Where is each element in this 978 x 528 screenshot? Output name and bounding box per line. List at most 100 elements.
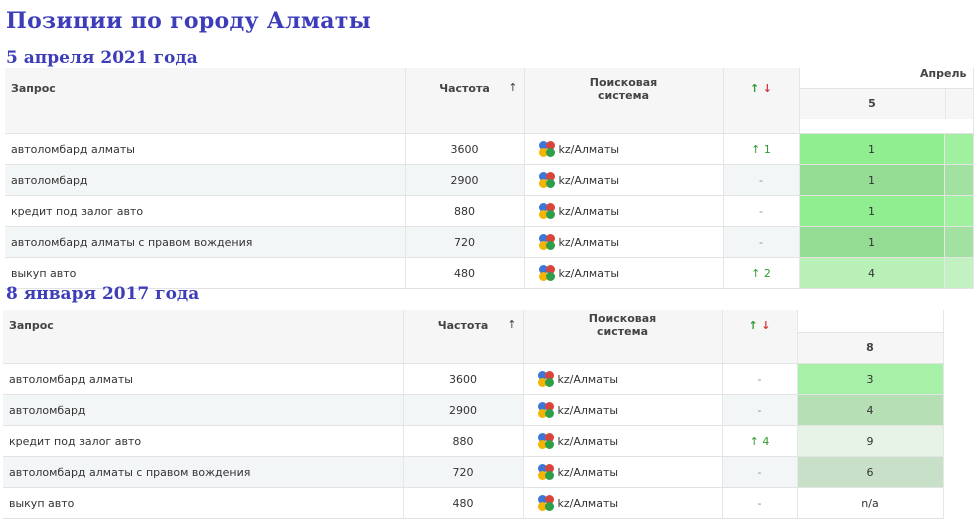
query-cell: автоломбард алматы bbox=[5, 133, 406, 165]
engine-cell: kz/Алматы bbox=[523, 487, 723, 519]
engine-label: kz/Алматы bbox=[558, 142, 620, 156]
table-row: кредит под залог авто 880 kz/Алматы -1 bbox=[5, 195, 974, 227]
engine-label: kz/Алматы bbox=[557, 465, 619, 479]
day-label[interactable]: 5 bbox=[799, 89, 946, 119]
column-header-change[interactable]: ↑ ↓ bbox=[722, 310, 798, 364]
position-cell-next bbox=[944, 226, 974, 258]
table-row: автоломбард 2900 kz/Алматы -4 bbox=[3, 394, 944, 426]
column-header-date: 8 bbox=[797, 310, 944, 364]
column-header-query[interactable]: Запрос bbox=[5, 68, 406, 134]
position-cell: 1 bbox=[799, 195, 945, 227]
column-header-date: Апрель 5 bbox=[799, 68, 974, 134]
query-cell: выкуп авто bbox=[5, 257, 406, 289]
query-cell: кредит под залог авто bbox=[3, 425, 404, 457]
frequency-cell: 880 bbox=[403, 425, 524, 457]
position-cell: n/a bbox=[797, 487, 944, 519]
engine-cell: kz/Алматы bbox=[524, 257, 724, 289]
change-cell: - bbox=[722, 394, 798, 426]
change-cell: - bbox=[723, 195, 800, 227]
sort-arrow-icon[interactable]: ↑ bbox=[508, 81, 518, 94]
table-row: автоломбард алматы с правом вождения 720 k… bbox=[5, 226, 974, 258]
change-cell: - bbox=[722, 363, 798, 395]
query-cell: автоломбард bbox=[5, 164, 406, 196]
frequency-cell: 3600 bbox=[403, 363, 524, 395]
engine-label: kz/Алматы bbox=[558, 173, 620, 187]
arrow-up-icon: ↑ bbox=[750, 82, 760, 95]
change-cell: ↑ 2 bbox=[723, 257, 800, 289]
change-cell: - bbox=[723, 226, 800, 258]
google-icon bbox=[538, 172, 555, 188]
google-icon bbox=[537, 433, 554, 449]
engine-cell: kz/Алматы bbox=[524, 133, 724, 165]
google-icon bbox=[538, 234, 555, 250]
google-icon bbox=[538, 141, 555, 157]
position-cell-next bbox=[944, 164, 974, 196]
section-date-2017: 8 января 2017 года bbox=[6, 284, 200, 304]
frequency-cell: 480 bbox=[405, 257, 525, 289]
google-icon bbox=[537, 495, 554, 511]
engine-cell: kz/Алматы bbox=[523, 394, 723, 426]
position-cell-next bbox=[944, 257, 974, 289]
position-cell: 4 bbox=[797, 394, 944, 426]
engine-label: kz/Алматы bbox=[558, 235, 620, 249]
frequency-cell: 2900 bbox=[405, 164, 525, 196]
google-icon bbox=[538, 203, 555, 219]
column-header-frequency[interactable]: Частота ↑ bbox=[403, 310, 524, 364]
sort-arrow-icon[interactable]: ↑ bbox=[507, 318, 517, 331]
position-cell: 1 bbox=[799, 226, 945, 258]
query-cell: автоломбард алматы с правом вождения bbox=[5, 226, 406, 258]
change-cell: - bbox=[723, 164, 800, 196]
engine-label: kz/Алматы bbox=[558, 204, 620, 218]
frequency-cell: 2900 bbox=[403, 394, 524, 426]
query-cell: автоломбард bbox=[3, 394, 404, 426]
position-cell: 1 bbox=[799, 164, 945, 196]
position-cell: 6 bbox=[797, 456, 944, 488]
engine-cell: kz/Алматы bbox=[524, 195, 724, 227]
table-row: автоломбард 2900 kz/Алматы -1 bbox=[5, 164, 974, 196]
positions-table-2021: Запрос Частота ↑ Поисковая система ↑ ↓ А… bbox=[5, 68, 974, 289]
column-header-change[interactable]: ↑ ↓ bbox=[723, 68, 800, 134]
position-cell: 3 bbox=[797, 363, 944, 395]
engine-cell: kz/Алматы bbox=[523, 363, 723, 395]
engine-cell: kz/Алматы bbox=[523, 425, 723, 457]
google-icon bbox=[537, 464, 554, 480]
engine-cell: kz/Алматы bbox=[523, 456, 723, 488]
change-cell: ↑ 1 bbox=[723, 133, 800, 165]
query-cell: автоломбард алматы bbox=[3, 363, 404, 395]
column-header-engine: Поисковая система bbox=[523, 310, 723, 364]
column-header-engine: Поисковая система bbox=[524, 68, 724, 134]
query-cell: выкуп авто bbox=[3, 487, 404, 519]
engine-label: kz/Алматы bbox=[557, 434, 619, 448]
position-cell-next bbox=[944, 195, 974, 227]
google-icon bbox=[537, 371, 554, 387]
google-icon bbox=[538, 265, 555, 281]
position-cell: 1 bbox=[799, 133, 945, 165]
engine-label: kz/Алматы bbox=[557, 372, 619, 386]
change-cell: - bbox=[722, 487, 798, 519]
query-cell: кредит под залог авто bbox=[5, 195, 406, 227]
arrow-up-icon: ↑ bbox=[748, 319, 758, 332]
change-cell: ↑ 4 bbox=[722, 425, 798, 457]
page-title: Позиции по городу Алматы bbox=[6, 8, 372, 34]
section-date-2021: 5 апреля 2021 года bbox=[6, 48, 198, 68]
query-cell: автоломбард алматы с правом вождения bbox=[3, 456, 404, 488]
google-icon bbox=[537, 402, 554, 418]
arrow-down-icon: ↓ bbox=[762, 82, 772, 95]
frequency-cell: 3600 bbox=[405, 133, 525, 165]
arrow-down-icon: ↓ bbox=[761, 319, 771, 332]
column-header-frequency[interactable]: Частота ↑ bbox=[405, 68, 525, 134]
column-header-query[interactable]: Запрос bbox=[3, 310, 404, 364]
engine-cell: kz/Алматы bbox=[524, 226, 724, 258]
day-label[interactable]: 8 bbox=[797, 332, 942, 363]
engine-label: kz/Алматы bbox=[558, 266, 620, 280]
position-cell: 9 bbox=[797, 425, 944, 457]
table-row: выкуп авто 480 kz/Алматы - n/a bbox=[3, 487, 944, 519]
frequency-cell: 880 bbox=[405, 195, 525, 227]
engine-label: kz/Алматы bbox=[557, 496, 619, 510]
frequency-cell: 720 bbox=[405, 226, 525, 258]
table-row: автоломбард алматы с правом вождения 720 k… bbox=[3, 456, 944, 488]
positions-table-2017: Запрос Частота ↑ Поисковая система ↑ ↓ 8… bbox=[3, 310, 944, 519]
